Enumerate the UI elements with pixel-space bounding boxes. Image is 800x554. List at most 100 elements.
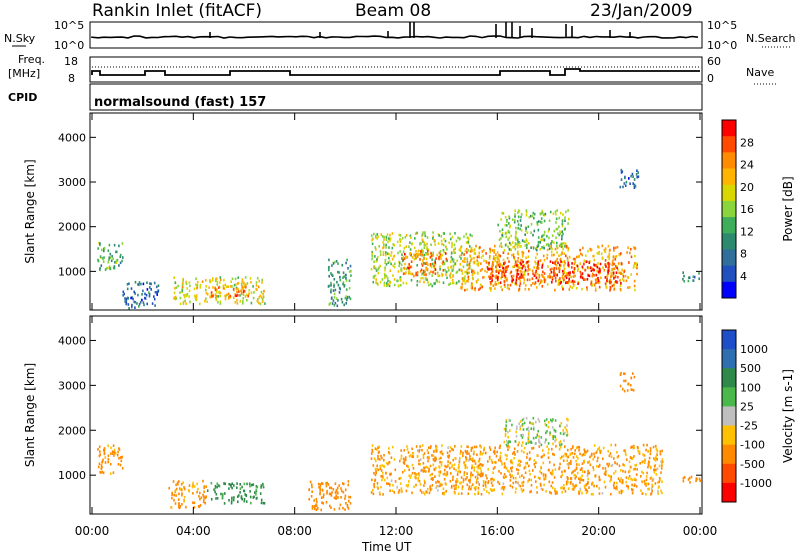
data-cell (562, 232, 564, 236)
data-cell (388, 252, 390, 256)
data-cell (567, 455, 570, 459)
data-cell (628, 474, 631, 478)
data-cell (393, 265, 396, 269)
data-cell (543, 483, 545, 487)
data-cell (428, 468, 430, 471)
data-cell (567, 481, 569, 484)
data-cell (415, 256, 417, 260)
data-cell (526, 428, 528, 431)
data-cell (337, 283, 340, 287)
data-cell (433, 282, 435, 285)
data-cell (561, 230, 563, 233)
data-cell (523, 466, 526, 470)
data-cell (345, 273, 347, 277)
data-cell (546, 248, 549, 252)
data-cell (482, 254, 484, 257)
data-cell (443, 232, 445, 235)
data-cell (565, 254, 567, 258)
data-cell (499, 456, 502, 460)
data-cell (436, 484, 438, 488)
data-cell (608, 252, 611, 256)
data-cell (433, 264, 435, 268)
data-cell (445, 270, 448, 274)
data-cell (102, 257, 105, 261)
data-cell (531, 447, 533, 450)
data-cell (241, 497, 243, 501)
data-cell (527, 255, 530, 259)
data-cell (139, 300, 142, 304)
data-cell (447, 446, 449, 449)
data-cell (503, 427, 506, 431)
data-cell (475, 485, 477, 489)
data-cell (445, 465, 448, 469)
data-cell (134, 300, 137, 304)
data-cell (138, 302, 141, 306)
data-cell (552, 418, 554, 421)
data-cell (439, 470, 442, 473)
data-cell (536, 491, 538, 494)
data-cell (602, 446, 605, 450)
data-cell (484, 269, 486, 273)
data-cell (216, 288, 218, 291)
data-cell (506, 267, 508, 271)
data-cell (600, 276, 602, 280)
data-cell (535, 276, 538, 280)
data-cell (431, 284, 434, 288)
data-cell (641, 470, 643, 474)
data-cell (631, 478, 634, 482)
data-cell (204, 501, 206, 505)
data-cell (632, 389, 635, 392)
data-cell (508, 231, 511, 234)
data-cell (99, 268, 101, 272)
data-cell (422, 454, 425, 457)
data-cell (550, 250, 553, 254)
data-cell (522, 265, 524, 268)
data-cell (642, 453, 644, 456)
data-cell (467, 240, 469, 244)
data-cell (111, 450, 114, 453)
data-cell (554, 489, 556, 493)
data-cell (543, 258, 546, 262)
data-cell (532, 233, 534, 237)
time-axis: 00:00 04:00 08:00 12:00 16:00 20:00 00:00 (75, 524, 718, 538)
data-cell (406, 464, 408, 468)
data-cell (605, 265, 607, 268)
data-cell (371, 478, 373, 482)
data-cell (515, 480, 517, 484)
data-cell (559, 277, 561, 280)
data-cell (421, 468, 423, 472)
data-cell (399, 244, 401, 247)
data-cell (199, 286, 202, 289)
data-cell (374, 467, 377, 471)
data-cell (472, 452, 475, 456)
data-cell (629, 465, 632, 469)
data-cell (381, 235, 384, 238)
data-cell (623, 379, 625, 383)
data-cell (598, 475, 601, 479)
data-cell (504, 223, 507, 227)
data-cell (601, 492, 604, 495)
data-cell (198, 495, 200, 498)
data-cell (405, 489, 408, 493)
data-cell (561, 473, 564, 477)
data-cell (377, 468, 380, 472)
data-cell (508, 222, 510, 225)
data-cell (432, 231, 434, 234)
data-cell (538, 445, 541, 448)
data-cell (518, 284, 521, 288)
data-cell (633, 375, 636, 379)
data-cell (621, 268, 623, 272)
data-cell (484, 480, 487, 484)
data-cell (634, 464, 636, 467)
data-cell (692, 275, 695, 278)
data-cell (592, 468, 595, 472)
data-cell (317, 507, 319, 510)
data-cell (126, 283, 129, 286)
data-cell (339, 503, 342, 507)
data-cell (574, 260, 577, 263)
data-cell (631, 491, 634, 495)
data-cell (112, 451, 115, 454)
data-cell (491, 477, 493, 481)
data-cell (315, 497, 318, 501)
data-cell (507, 430, 509, 434)
